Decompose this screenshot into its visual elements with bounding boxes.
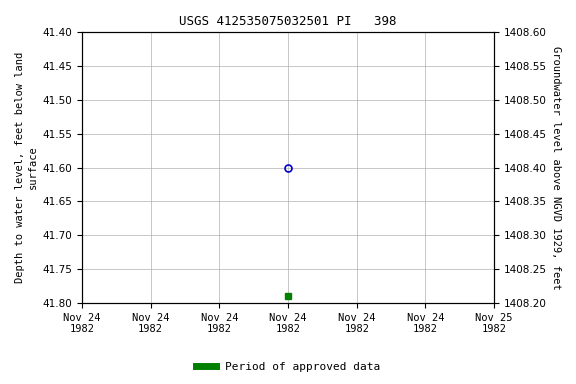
Title: USGS 412535075032501 PI   398: USGS 412535075032501 PI 398 xyxy=(179,15,397,28)
Y-axis label: Depth to water level, feet below land
surface: Depth to water level, feet below land su… xyxy=(15,52,38,283)
Legend: Period of approved data: Period of approved data xyxy=(191,358,385,377)
Y-axis label: Groundwater level above NGVD 1929, feet: Groundwater level above NGVD 1929, feet xyxy=(551,46,561,290)
